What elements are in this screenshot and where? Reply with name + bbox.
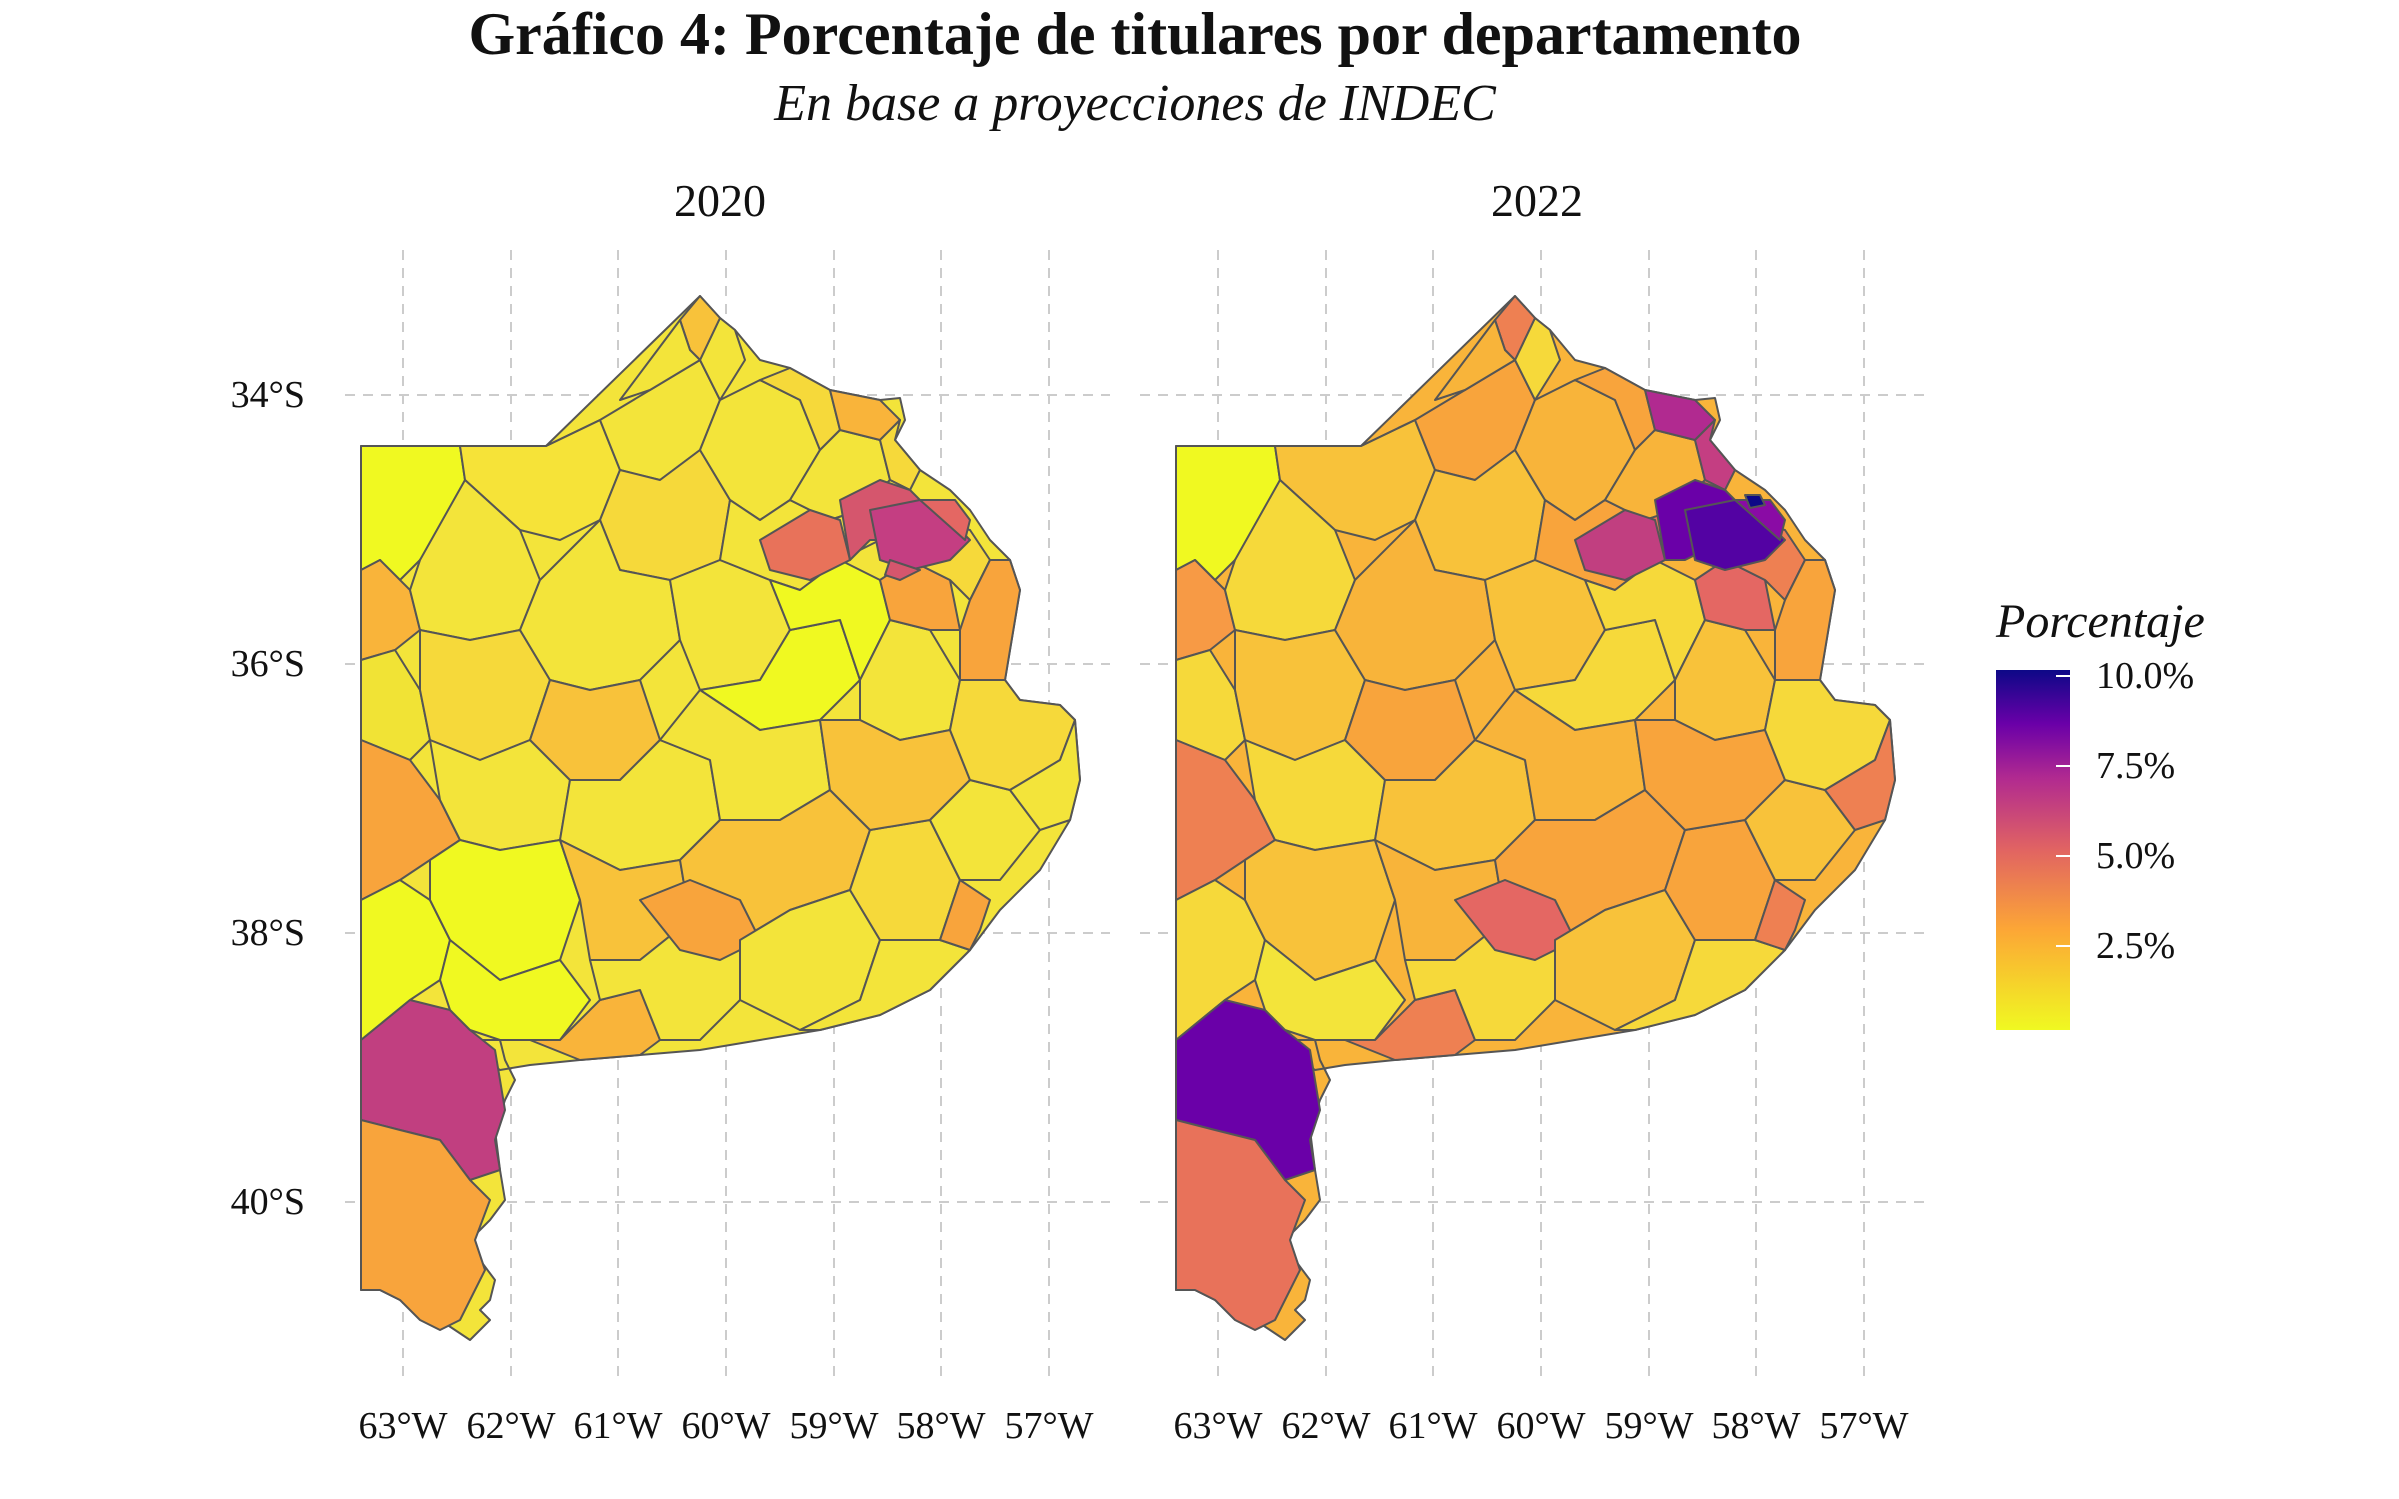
department-region [519,519,681,691]
y-tick-40s: 40°S [231,1181,305,1223]
department-region [939,879,991,951]
x-tick-61w: 61°W [573,1405,662,1447]
y-tick-34s: 34°S [231,374,305,416]
x-tick-60w: 60°W [681,1405,770,1447]
x-axis-labels-2022: 63°W 62°W 61°W 60°W 59°W 58°W 57°W [1173,1405,1908,1447]
x-tick-63w: 63°W [358,1405,447,1447]
x-tick-63w: 63°W [1173,1405,1262,1447]
department-region [1009,719,1081,831]
x-tick-57w: 57°W [1819,1405,1908,1447]
y-tick-38s: 38°S [231,912,305,954]
x-tick-58w: 58°W [1711,1405,1800,1447]
department-region [1434,319,1516,401]
legend-color-bar [1996,670,2070,1030]
x-tick-57w: 57°W [1004,1405,1093,1447]
x-tick-62w: 62°W [1281,1405,1370,1447]
department-region [1754,879,1806,951]
legend-label-5: 5.0% [2096,835,2176,877]
facet-label-2022: 2022 [1491,175,1583,226]
legend-tick [2056,675,2070,677]
legend-label-7-5: 7.5% [2096,745,2176,787]
x-tick-62w: 62°W [466,1405,555,1447]
chart-subtitle: En base a proyecciones de INDEC [774,75,1496,132]
department-region [619,319,701,401]
department-region [1175,1119,1306,1331]
map-2020 [360,295,1081,1341]
legend-title: Porcentaje [1996,595,2205,648]
facet-label-2020: 2020 [674,175,766,226]
x-axis-labels-2020: 63°W 62°W 61°W 60°W 59°W 58°W 57°W [358,1405,1093,1447]
department-region [1824,719,1896,831]
x-tick-58w: 58°W [896,1405,985,1447]
department-region [360,1119,491,1331]
legend-tick [2056,945,2070,947]
department-region [919,499,971,541]
x-tick-59w: 59°W [789,1405,878,1447]
chart-title: Gráfico 4: Porcentaje de titulares por d… [468,1,1802,67]
legend-tick [2056,765,2070,767]
legend-tick [2056,855,2070,857]
legend-label-10: 10.0% [2096,655,2195,697]
department-region [884,559,921,581]
department-region [1774,559,1836,681]
department-region [1334,519,1496,691]
department-region [959,559,1021,681]
x-tick-59w: 59°W [1604,1405,1693,1447]
legend-label-2-5: 2.5% [2096,925,2176,967]
x-tick-60w: 60°W [1496,1405,1585,1447]
map-2022 [1175,295,1896,1341]
y-tick-36s: 36°S [231,643,305,685]
x-tick-61w: 61°W [1388,1405,1477,1447]
department-region [1744,494,1766,509]
y-axis-labels: 34°S 36°S 38°S 40°S [231,374,305,1223]
